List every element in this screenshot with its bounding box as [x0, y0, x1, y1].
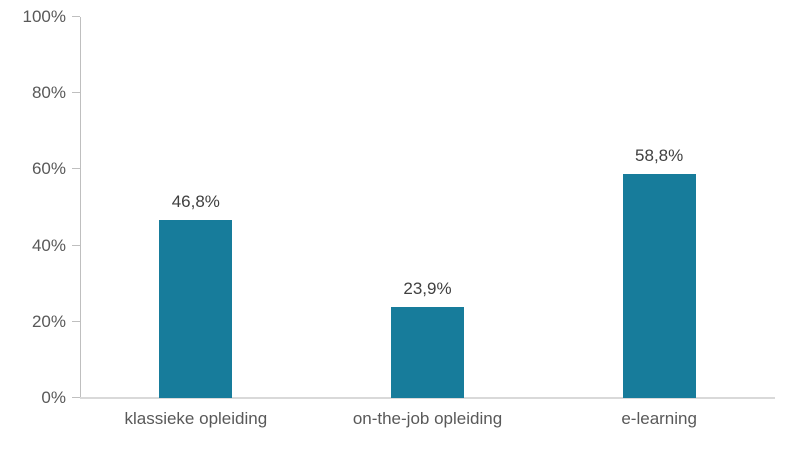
y-axis-tick — [72, 168, 80, 170]
bar-value-label: 58,8% — [635, 145, 684, 165]
y-axis-tick — [72, 92, 80, 94]
x-axis-category-label: e-learning — [621, 409, 697, 428]
y-axis-tick — [72, 16, 80, 17]
x-axis-category-label: klassieke opleiding — [124, 409, 268, 428]
bar-value-label: 23,9% — [403, 278, 452, 298]
y-axis-tick-label: 20% — [31, 311, 66, 331]
y-axis-tick — [72, 397, 80, 398]
y-axis-tick — [72, 320, 80, 322]
y-axis-tick-label: 60% — [31, 159, 66, 179]
bar-value-label: 46,8% — [171, 191, 220, 211]
y-axis-tick-label: 0% — [41, 388, 66, 407]
x-axis-category-label: on-the-job opleiding — [352, 409, 503, 428]
bar — [391, 306, 464, 398]
bar — [622, 173, 696, 398]
y-axis-tick-label: 80% — [31, 83, 66, 103]
y-axis-line — [80, 17, 81, 399]
y-axis-tick-label: 40% — [31, 235, 66, 255]
bar — [159, 219, 233, 398]
x-axis-line — [80, 397, 775, 399]
y-axis-tick-label: 100% — [22, 7, 66, 26]
y-axis-tick — [72, 244, 80, 246]
